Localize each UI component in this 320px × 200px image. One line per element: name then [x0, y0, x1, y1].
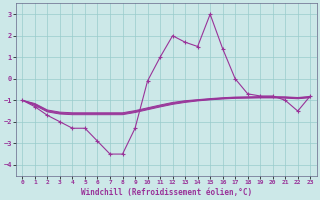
X-axis label: Windchill (Refroidissement éolien,°C): Windchill (Refroidissement éolien,°C)	[81, 188, 252, 197]
